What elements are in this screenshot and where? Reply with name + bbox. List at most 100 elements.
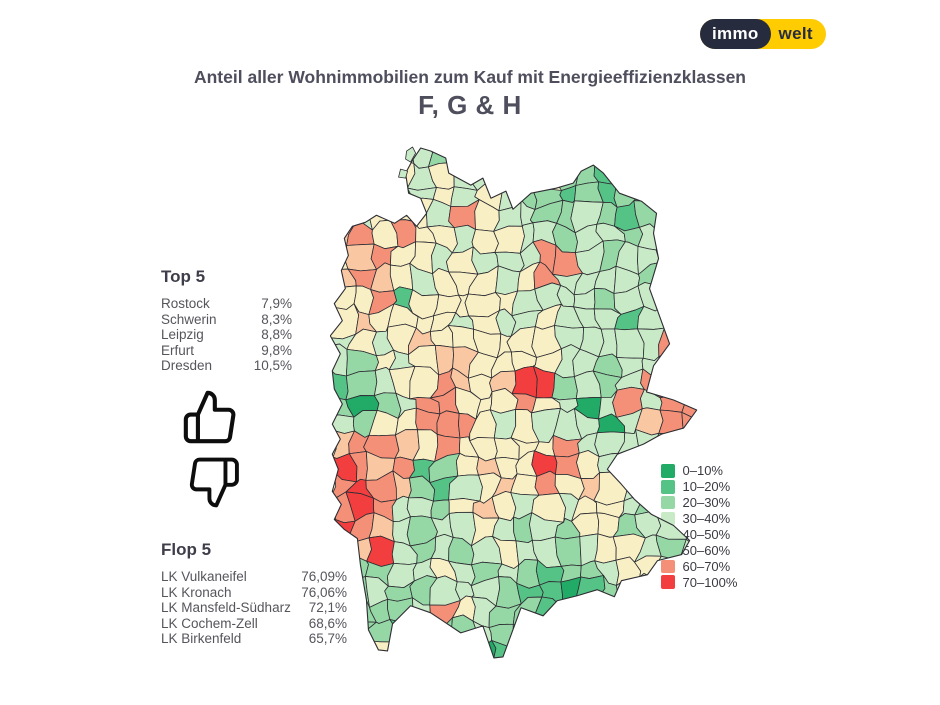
district-cell	[654, 493, 684, 520]
district-cell	[682, 436, 697, 453]
legend-row: 20–30%	[661, 495, 737, 511]
germany-choropleth-map	[330, 146, 698, 659]
district-cell	[655, 247, 678, 274]
legend-label: 30–40%	[682, 511, 731, 527]
legend-label: 20–30%	[682, 495, 731, 511]
legend-row: 0–10%	[661, 463, 737, 479]
list-item-label: LK Mansfeld-Südharz	[161, 600, 291, 616]
district-cell	[455, 452, 480, 477]
district-cell	[559, 596, 581, 628]
district-cell	[330, 303, 360, 340]
list-item-value: 76,06%	[301, 584, 347, 600]
district-cell	[330, 574, 358, 609]
district-cell	[683, 364, 697, 401]
district-cell	[593, 618, 625, 650]
list-item: Leipzig 8,8%	[161, 327, 292, 343]
district-cell	[448, 643, 481, 658]
list-item-value: 76,09%	[301, 569, 347, 584]
logo-welt-text: welt	[778, 24, 813, 43]
legend-swatch	[661, 495, 675, 510]
district-cell	[655, 225, 682, 251]
list-item-label: Dresden	[161, 358, 213, 374]
district-cell	[653, 555, 683, 589]
district-cell	[660, 306, 687, 329]
north-sea-island	[405, 146, 417, 163]
district-cell	[574, 596, 602, 628]
thumbs-down-icon	[189, 457, 239, 508]
list-item: LK Kronach 76,06%	[161, 585, 347, 601]
legend-row: 70–100%	[661, 574, 737, 590]
legend-swatch	[661, 575, 675, 589]
list-item: LK Birkenfeld 65,7%	[161, 631, 347, 647]
district-cell	[641, 474, 664, 501]
district-cell	[659, 262, 683, 290]
district-cell	[658, 351, 690, 378]
district-cell	[622, 474, 645, 502]
district-cell	[330, 245, 349, 272]
legend-label: 50–60%	[682, 542, 731, 558]
district-cells	[330, 148, 697, 658]
legend-swatch	[661, 480, 675, 494]
district-cell	[658, 371, 690, 399]
district-cell	[656, 285, 686, 309]
list-item-value: 9,8%	[261, 342, 292, 358]
list-item-value: 65,7%	[308, 631, 347, 647]
district-cell	[684, 349, 697, 372]
district-cell	[512, 623, 538, 649]
district-cell	[680, 580, 697, 607]
list-item-label: Schwerin	[161, 311, 217, 327]
list-item-value: 72,1%	[308, 600, 347, 616]
district-cell	[575, 575, 606, 600]
legend-label: 0–10%	[682, 463, 723, 479]
district-cell	[511, 365, 538, 399]
thumbs-up-icon	[183, 390, 236, 444]
germany-border	[330, 147, 698, 659]
district-cell	[330, 560, 356, 580]
district-cell	[617, 603, 643, 629]
district-cell	[659, 389, 686, 413]
list-item: LK Mansfeld-Südharz 72,1%	[161, 600, 347, 616]
legend-label: 10–20%	[682, 479, 731, 495]
district-cell	[576, 450, 600, 479]
list-item: LK Cochem-Zell 68,6%	[161, 616, 347, 632]
flop5-list: Flop 5 LK Vulkaneifel 76,09% LK Kronach 76…	[161, 540, 347, 647]
district-cell	[671, 248, 697, 276]
district-cell	[573, 621, 601, 648]
legend-swatch	[661, 464, 675, 478]
list-item: LK Vulkaneifel 76,09%	[161, 569, 347, 585]
district-cell	[681, 326, 697, 354]
list-item-value: 8,3%	[261, 311, 292, 327]
list-item-label: Erfurt	[161, 342, 195, 358]
district-cell	[616, 452, 644, 477]
list-item-value: 7,9%	[261, 296, 292, 311]
north-sea-island	[398, 168, 408, 179]
district-cell	[636, 573, 666, 608]
district-cell	[640, 389, 663, 411]
list-item: Erfurt 9,8%	[161, 343, 292, 359]
list-item-label: LK Birkenfeld	[161, 631, 242, 647]
page-title: Anteil aller Wohnimmobilien zum Kauf mit…	[193, 67, 746, 87]
district-cell	[678, 559, 697, 589]
district-cell	[614, 156, 645, 190]
district-cell	[436, 410, 461, 439]
district-cell	[680, 201, 697, 230]
list-item-value: 8,8%	[261, 327, 292, 343]
district-cell	[365, 180, 391, 203]
district-cell	[676, 268, 697, 291]
district-cell	[389, 262, 414, 292]
district-cell	[347, 189, 371, 207]
list-item-label: LK Cochem-Zell	[161, 615, 258, 631]
list-item-label: LK Vulkaneifel	[161, 569, 247, 584]
district-cell	[654, 578, 683, 607]
district-cell	[410, 618, 440, 646]
list-item: Schwerin 8,3%	[161, 312, 292, 328]
district-cell	[493, 225, 525, 254]
immowelt-logo: immo welt	[700, 19, 826, 49]
district-cell	[330, 199, 359, 230]
page-subtitle: F, G & H	[418, 90, 522, 120]
district-cell	[554, 536, 582, 567]
district-cell	[330, 537, 354, 568]
district-cell	[640, 452, 664, 476]
district-cell	[597, 597, 625, 623]
